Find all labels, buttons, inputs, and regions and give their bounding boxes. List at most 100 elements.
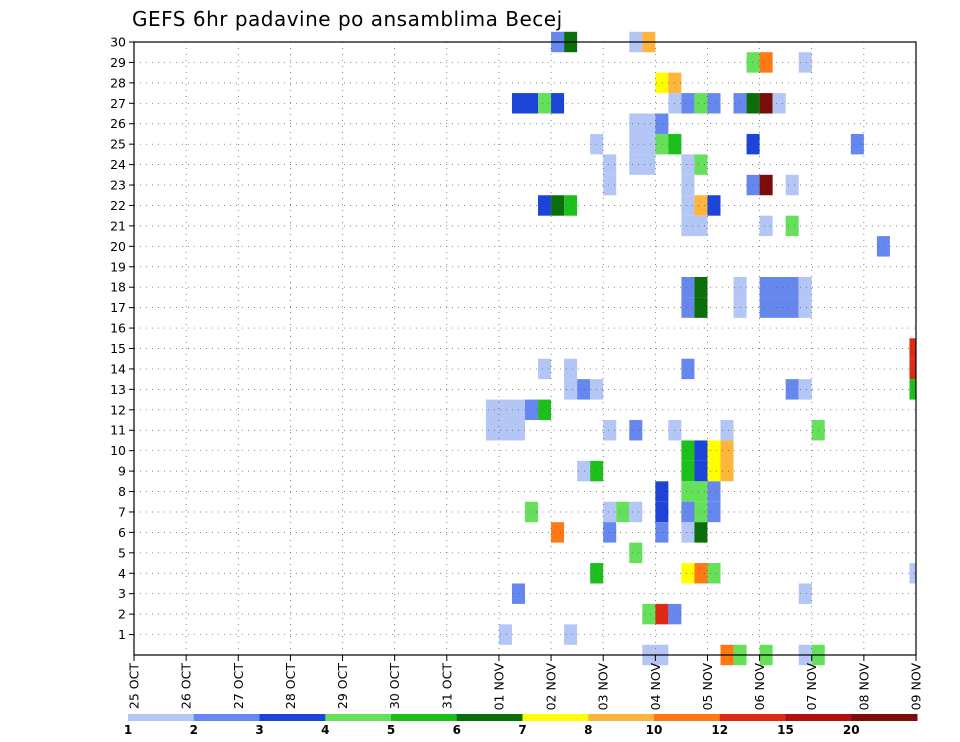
- heatmap-cell: [759, 52, 773, 73]
- heatmap-cell: [785, 215, 799, 237]
- heatmap-cell: [798, 52, 812, 73]
- heatmap-cell: [850, 133, 864, 155]
- heatmap-cell: [909, 379, 916, 400]
- heatmap-cell: [785, 174, 799, 196]
- color-legend: 1 2 3 4 5 6 7 8 10 12 15 20: [124, 714, 918, 737]
- y-tick-label: 6: [118, 525, 126, 540]
- y-tick-label: 15: [110, 341, 126, 356]
- legend-label: 12: [711, 723, 728, 737]
- legend-swatch: [128, 714, 195, 721]
- y-tick-label: 4: [118, 566, 126, 581]
- y-tick-label: 20: [110, 239, 126, 254]
- heatmap-cell: [629, 420, 643, 441]
- x-tick-label: 28 OCT: [283, 663, 298, 709]
- heatmap-cell: [681, 215, 708, 237]
- y-tick-label: 22: [110, 198, 126, 213]
- heatmap-cell: [681, 522, 695, 543]
- x-tick-label: 07 NOV: [804, 663, 819, 711]
- heatmap-cell: [551, 195, 565, 216]
- heatmap-cell: [538, 358, 552, 380]
- heatmap-cell: [909, 358, 916, 380]
- heatmap-cell: [681, 358, 695, 380]
- legend-label: 6: [453, 723, 461, 737]
- x-tick-label: 05 NOV: [700, 663, 715, 711]
- heatmap-cell: [603, 501, 617, 523]
- heatmap-cell: [798, 583, 812, 604]
- x-tick-label: 01 NOV: [491, 663, 506, 711]
- legend-swatch: [391, 714, 458, 721]
- y-tick-label: 2: [118, 607, 126, 622]
- heatmap-cell: [707, 460, 721, 482]
- heatmap-cell: [485, 420, 525, 441]
- heatmap-cell: [707, 440, 721, 461]
- heatmap-cell: [681, 440, 695, 461]
- y-tick-label: 26: [110, 116, 126, 131]
- heatmap-cell: [681, 154, 695, 175]
- legend-swatch: [719, 714, 786, 721]
- x-tick-label: 04 NOV: [648, 663, 663, 711]
- heatmap-cell: [655, 113, 669, 134]
- heatmap-cell: [759, 174, 773, 196]
- heatmap-cell: [577, 460, 591, 482]
- x-tick-label: 29 OCT: [335, 663, 350, 709]
- y-tick-label: 30: [110, 35, 126, 50]
- x-tick-label: 27 OCT: [231, 663, 246, 709]
- heatmap-cell: [525, 501, 539, 523]
- heatmap-cell: [629, 113, 656, 134]
- heatmap-cell: [655, 501, 669, 523]
- x-tick-label: 25 OCT: [127, 663, 142, 709]
- heatmap-cell: [759, 215, 773, 237]
- heatmap-cell: [746, 93, 760, 114]
- heatmap-cell: [629, 542, 643, 564]
- y-tick-label: 19: [110, 259, 126, 274]
- heatmap-cell: [720, 460, 734, 482]
- heatmap-cell: [694, 563, 708, 584]
- grid-lines: [134, 42, 916, 655]
- heatmap-cell: [746, 52, 760, 73]
- heatmap-cell: [655, 481, 669, 502]
- heatmap-cell: [694, 522, 708, 543]
- y-tick-label: 5: [118, 545, 126, 560]
- heatmap-cell: [798, 276, 812, 298]
- y-tick-label: 16: [110, 321, 126, 336]
- y-tick-label: 10: [110, 443, 126, 458]
- legend-swatch: [193, 714, 260, 721]
- legend-swatch: [588, 714, 655, 721]
- heatmap-cell: [603, 174, 617, 196]
- y-tick-label: 23: [110, 178, 126, 193]
- heatmap-cell: [707, 481, 721, 502]
- heatmap-cell: [551, 93, 565, 114]
- y-tick-label: 25: [110, 137, 126, 152]
- heatmap-cell: [538, 399, 552, 421]
- heatmap-cell: [759, 93, 773, 114]
- heatmap-cell: [694, 276, 708, 298]
- heatmap-cell: [707, 195, 721, 216]
- legend-label: 3: [255, 723, 263, 737]
- y-tick-label: 24: [110, 157, 126, 172]
- y-tick-label: 3: [118, 586, 126, 601]
- y-tick-label: 9: [118, 464, 126, 479]
- y-tick-label: 13: [110, 382, 126, 397]
- heatmap-cell: [629, 154, 656, 175]
- heatmap-cell: [603, 154, 617, 175]
- heatmap-cell: [655, 522, 669, 543]
- y-tick-label: 28: [110, 75, 126, 90]
- y-tick-label: 12: [110, 402, 126, 417]
- y-tick-label: 8: [118, 484, 126, 499]
- heatmap-cell: [564, 358, 578, 380]
- heatmap-cell: [681, 174, 695, 196]
- heatmap-cell: [909, 338, 916, 359]
- heatmap-cell: [629, 501, 643, 523]
- heatmap-cell: [551, 522, 565, 543]
- legend-swatch: [522, 714, 589, 721]
- heatmap-cell: [681, 297, 695, 318]
- legend-label: 15: [777, 723, 794, 737]
- legend-label: 8: [584, 723, 592, 737]
- heatmap-cell: [694, 154, 708, 175]
- heatmap-cell: [681, 195, 695, 216]
- heatmap-cell: [798, 379, 812, 400]
- heatmap-cell: [694, 460, 708, 482]
- y-tick-label: 11: [110, 423, 126, 438]
- heatmap-cell: [694, 195, 708, 216]
